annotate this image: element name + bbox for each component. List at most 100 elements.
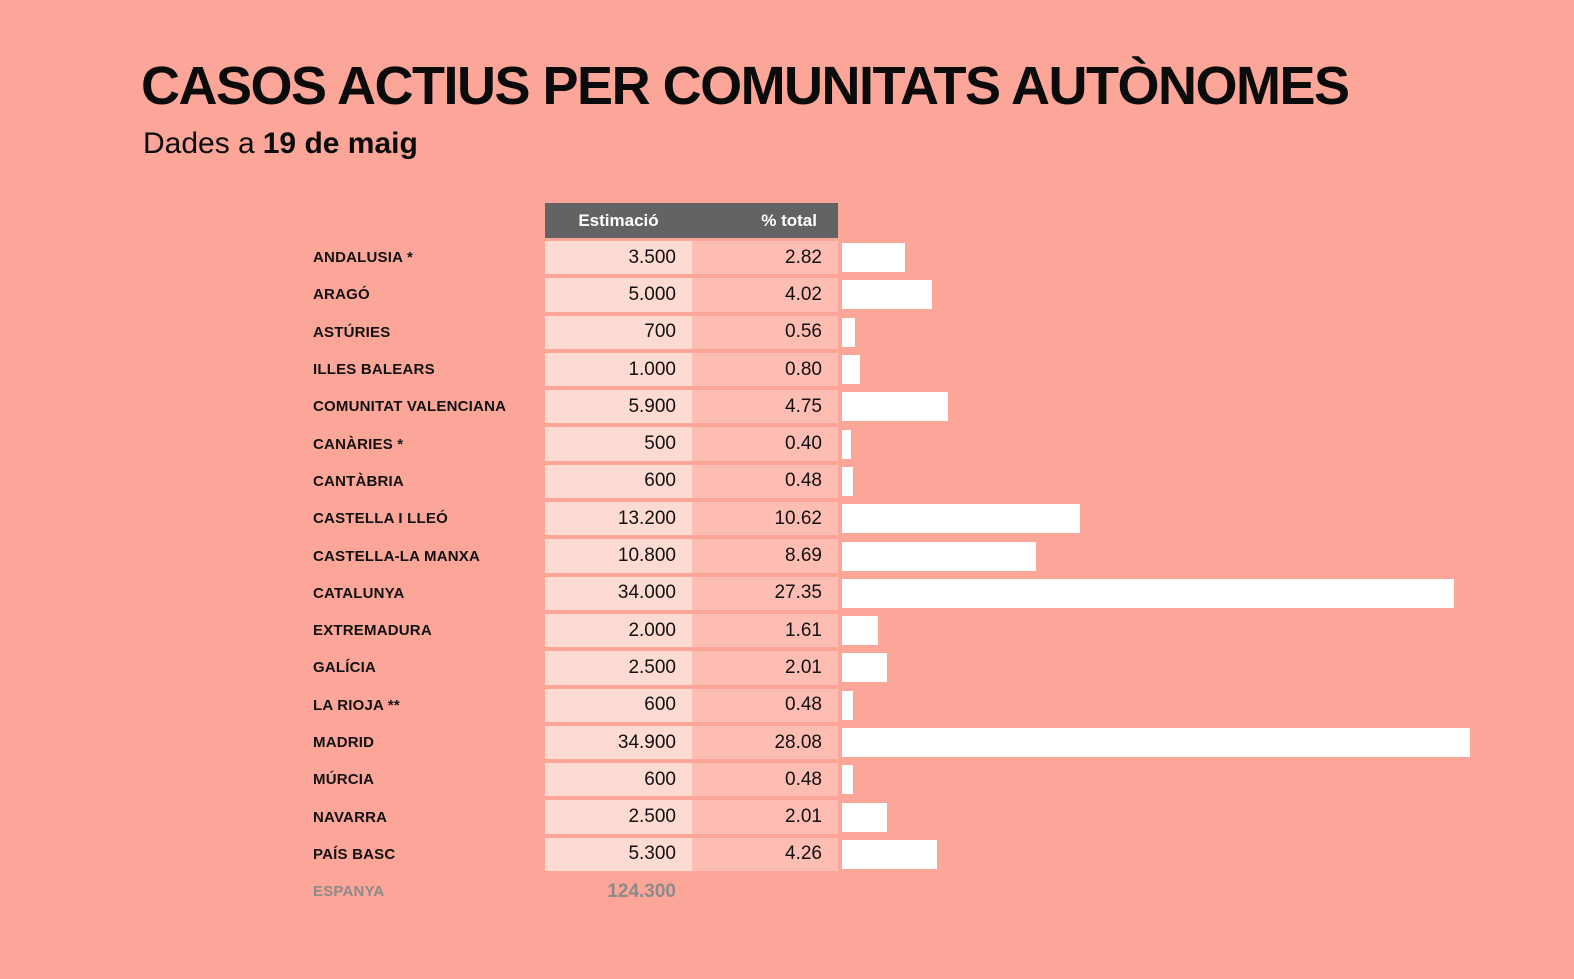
table-row: MÚRCIA 600 0.48 (313, 763, 1574, 797)
value-bar (842, 578, 1454, 608)
percent-cell: 4.26 (692, 837, 838, 872)
column-header-percent: % total (692, 203, 838, 238)
cases-table: Estimació % total ANDALUSIA * 3.500 2.82… (313, 203, 1574, 912)
value-bar (842, 802, 887, 832)
estimation-cell: 1.000 (545, 352, 692, 387)
percent-cell: 1.61 (692, 613, 838, 648)
value-bar (842, 280, 932, 310)
table-row: CANÀRIES * 500 0.40 (313, 427, 1574, 461)
table-body: ANDALUSIA * 3.500 2.82 ARAGÓ 5.000 4.02 … (313, 241, 1574, 872)
region-label: CANÀRIES * (313, 435, 404, 453)
bar-track (838, 353, 1574, 386)
bar-track (838, 241, 1574, 274)
table-row: CATALUNYA 34.000 27.35 (313, 576, 1574, 610)
estimation-cell: 13.200 (545, 502, 692, 536)
bar-track (838, 577, 1574, 610)
bar-track (838, 465, 1574, 498)
estimation-cell: 2.000 (545, 613, 692, 648)
region-label: ANDALUSIA * (313, 249, 413, 267)
percent-cell: 28.08 (692, 725, 838, 760)
bar-track (838, 278, 1574, 311)
table-row: ASTÚRIES 700 0.56 (313, 315, 1574, 349)
region-label: MADRID (313, 734, 375, 751)
bar-track (838, 763, 1574, 796)
estimation-cell: 600 (545, 464, 692, 499)
bar-track (838, 726, 1574, 759)
percent-cell: 4.75 (692, 390, 838, 424)
total-estimation-value: 124.300 (607, 880, 676, 902)
region-label: NAVARRA (313, 808, 388, 826)
value-bar (842, 653, 887, 683)
estimation-cell: 600 (545, 763, 692, 797)
value-bar (842, 765, 853, 795)
header-spacer (313, 203, 545, 238)
region-label: CASTELLA-LA MANXA (313, 547, 480, 565)
table-header-row: Estimació % total (313, 203, 1574, 238)
estimation-cell: 5.000 (545, 278, 692, 312)
table-row: CASTELLA I LLEÓ 13.200 10.62 (313, 502, 1574, 536)
region-label: MÚRCIA (313, 771, 375, 789)
table-row: COMUNITAT VALENCIANA 5.900 4.75 (313, 390, 1574, 424)
region-label: CATALUNYA (313, 584, 405, 602)
percent-cell: 0.56 (692, 315, 838, 349)
estimation-cell: 600 (545, 688, 692, 722)
page-subtitle: Dades a 19 de maig (143, 127, 418, 161)
subtitle-prefix: Dades a (143, 127, 255, 160)
percent-cell: 27.35 (692, 576, 838, 610)
value-bar (842, 690, 853, 720)
table-row: NAVARRA 2.500 2.01 (313, 800, 1574, 834)
estimation-cell: 3.500 (545, 241, 692, 275)
percent-cell: 8.69 (692, 539, 838, 573)
percent-cell: 0.48 (692, 464, 838, 499)
percent-cell: 0.48 (692, 688, 838, 722)
value-bar (842, 541, 1037, 571)
percent-cell: 0.40 (692, 427, 838, 461)
region-label: ILLES BALEARS (313, 361, 435, 379)
table-row: LA RIOJA ** 600 0.48 (313, 688, 1574, 722)
bar-track (838, 502, 1574, 535)
percent-cell: 4.02 (692, 278, 838, 312)
bar-track (838, 800, 1574, 833)
region-label: CASTELLA I LLEÓ (313, 510, 448, 528)
estimation-cell: 500 (545, 427, 692, 461)
bar-track (838, 427, 1574, 460)
table-row: PAÍS BASC 5.300 4.26 (313, 837, 1574, 872)
bar-track (838, 689, 1574, 722)
value-bar (842, 317, 855, 347)
region-label: EXTREMADURA (313, 622, 432, 640)
value-bar (842, 466, 853, 496)
bar-track (838, 390, 1574, 423)
estimation-cell: 2.500 (545, 800, 692, 834)
table-row: MADRID 34.900 28.08 (313, 725, 1574, 760)
percent-cell: 0.48 (692, 763, 838, 797)
value-bar (842, 616, 878, 646)
estimation-cell: 5.900 (545, 390, 692, 424)
total-row: ESPANYA 124.300 (313, 875, 1574, 908)
percent-cell: 2.82 (692, 241, 838, 275)
estimation-cell: 700 (545, 315, 692, 349)
region-label: COMUNITAT VALENCIANA (313, 398, 507, 416)
bar-track (838, 614, 1574, 647)
bar-track (838, 539, 1574, 572)
value-bar (842, 355, 860, 385)
percent-cell: 2.01 (692, 651, 838, 685)
region-label: ASTÚRIES (313, 323, 391, 341)
table-row: CANTÀBRIA 600 0.48 (313, 464, 1574, 499)
estimation-cell: 34.000 (545, 576, 692, 610)
bar-track (838, 838, 1574, 871)
bar-track (838, 316, 1574, 349)
value-bar (842, 728, 1470, 757)
table-row: ANDALUSIA * 3.500 2.82 (313, 241, 1574, 275)
total-label: ESPANYA (313, 883, 385, 901)
value-bar (842, 243, 906, 273)
percent-cell: 0.80 (692, 352, 838, 387)
estimation-cell: 10.800 (545, 539, 692, 573)
subtitle-date: 19 de maig (262, 127, 418, 160)
page-title: CASOS ACTIUS PER COMUNITATS AUTÒNOMES (141, 56, 1350, 116)
table-row: CASTELLA-LA MANXA 10.800 8.69 (313, 539, 1574, 573)
percent-cell: 2.01 (692, 800, 838, 834)
bar-track (838, 651, 1574, 684)
region-label: LA RIOJA ** (313, 696, 400, 714)
column-header-estimation: Estimació (545, 203, 692, 238)
